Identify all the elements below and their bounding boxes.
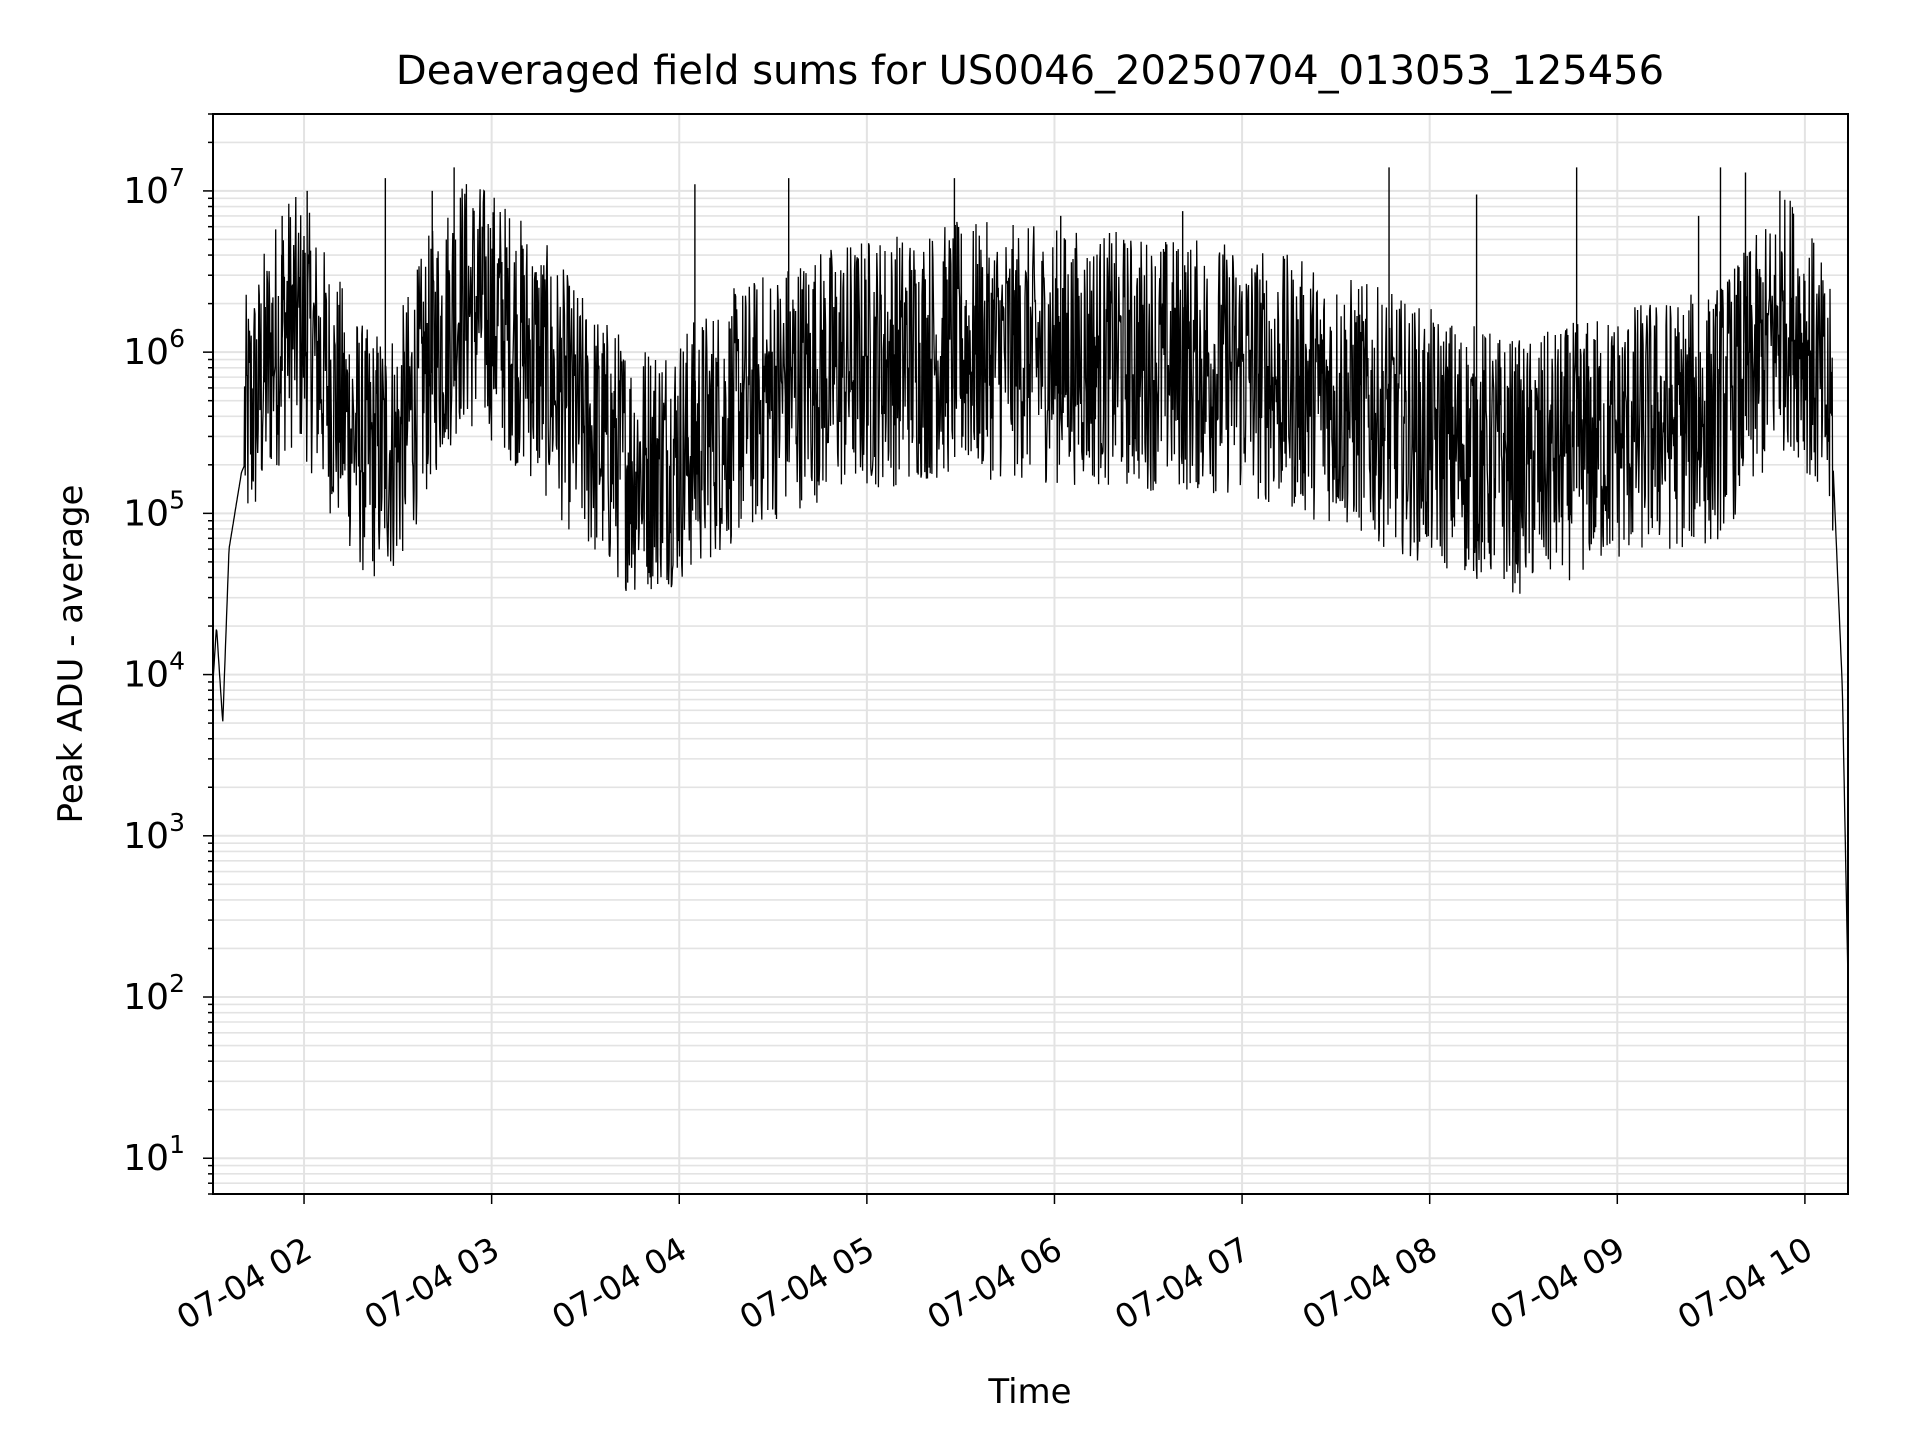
x-axis-label: Time (987, 1372, 1071, 1412)
y-tick-label: 105 (123, 485, 185, 534)
series-line (212, 184, 1849, 985)
y-tick-label: 102 (123, 969, 185, 1018)
y-tick-label: 107 (123, 163, 185, 212)
y-tick-label: 106 (123, 324, 185, 373)
chart-title: Deaveraged field sums for US0046_2025070… (396, 48, 1664, 94)
axes-frame (212, 113, 1849, 1195)
y-axis-label: Peak ADU - average (51, 485, 91, 824)
y-tick-label: 101 (123, 1130, 185, 1179)
y-tick-label: 103 (123, 808, 185, 857)
y-tick-label: 104 (123, 647, 185, 696)
grid (213, 113, 1848, 1195)
y-axis: 101 102 103 104 105 106 107 (123, 113, 213, 1195)
plot-area (212, 167, 1849, 985)
